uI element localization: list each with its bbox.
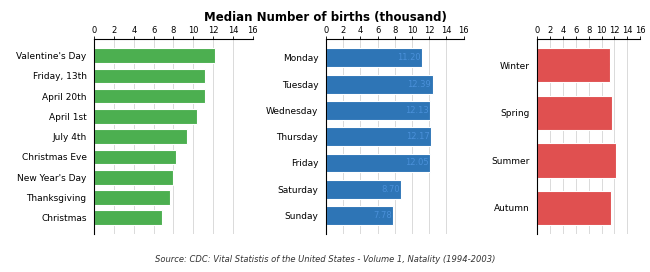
- Bar: [94, 129, 187, 144]
- Text: 12.25: 12.25: [592, 156, 615, 165]
- Bar: [326, 206, 393, 225]
- Text: 11.63: 11.63: [587, 109, 611, 118]
- Text: 8.25: 8.25: [156, 152, 174, 162]
- Bar: [326, 48, 422, 67]
- Text: 7.78: 7.78: [373, 211, 391, 220]
- Text: 9.36: 9.36: [167, 132, 185, 141]
- Text: 12.13: 12.13: [406, 106, 429, 115]
- Text: Median Number of births (thousand): Median Number of births (thousand): [203, 11, 447, 24]
- Text: 12.17: 12.17: [406, 132, 430, 141]
- Bar: [326, 153, 430, 172]
- Text: 10.40: 10.40: [172, 112, 196, 121]
- Text: 6.85: 6.85: [142, 213, 161, 222]
- Bar: [326, 75, 433, 94]
- Text: 12.21: 12.21: [190, 51, 214, 60]
- Bar: [537, 143, 616, 178]
- Text: 11.39: 11.39: [586, 61, 610, 70]
- Text: 11.21: 11.21: [180, 71, 203, 80]
- Bar: [94, 170, 173, 184]
- Bar: [94, 89, 205, 103]
- Text: 11.52: 11.52: [587, 203, 610, 212]
- Text: 11.18: 11.18: [179, 92, 203, 101]
- Text: Source: CDC: Vital Statistis of the United States - Volume 1, Natality (1994-200: Source: CDC: Vital Statistis of the Unit…: [155, 255, 495, 264]
- Text: 7.96: 7.96: [153, 173, 172, 182]
- Bar: [537, 48, 610, 82]
- Bar: [94, 211, 162, 225]
- Bar: [94, 190, 170, 205]
- Text: 12.05: 12.05: [405, 159, 428, 168]
- Bar: [326, 127, 431, 146]
- Text: 11.20: 11.20: [397, 53, 421, 62]
- Text: 7.67: 7.67: [150, 193, 169, 202]
- Bar: [326, 180, 401, 199]
- Bar: [94, 109, 197, 124]
- Bar: [94, 48, 215, 63]
- Bar: [537, 96, 612, 130]
- Bar: [94, 150, 176, 164]
- Bar: [537, 191, 611, 225]
- Bar: [94, 69, 205, 83]
- Text: 12.39: 12.39: [408, 80, 432, 89]
- Text: 8.70: 8.70: [381, 185, 400, 194]
- Bar: [326, 101, 430, 120]
